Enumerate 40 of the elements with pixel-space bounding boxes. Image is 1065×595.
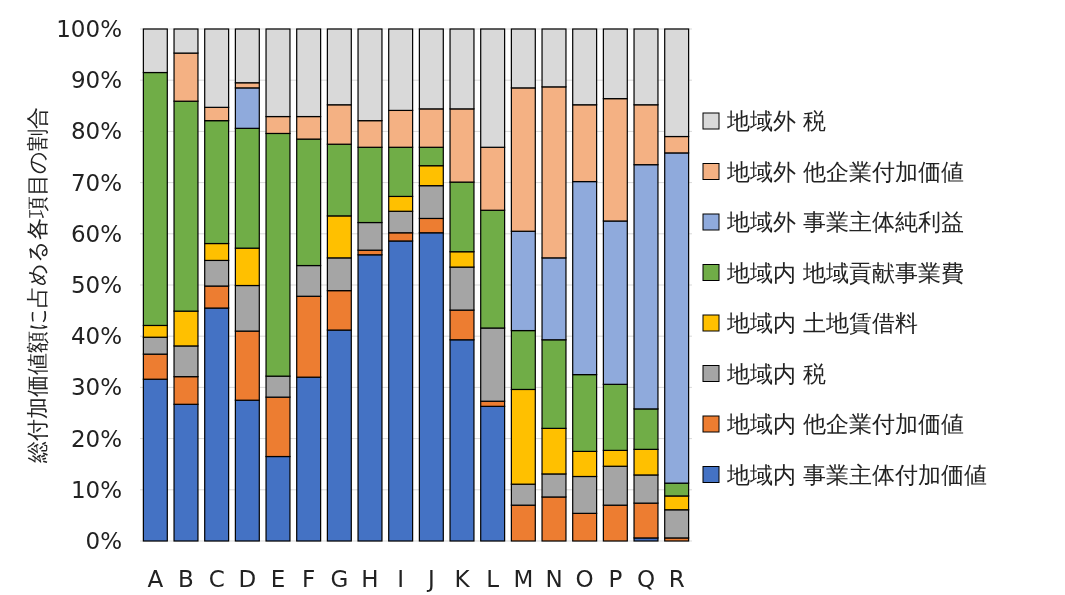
y-tick-label: 50% [70,272,122,298]
x-tick-label: J [425,566,435,592]
y-tick-label: 0% [85,528,122,554]
y-tick-label: 10% [70,476,122,503]
legend-label: 地域内 土地賃借料 [726,310,919,336]
legend-label: 地域内 税 [726,360,827,387]
y-tick-label: 60% [70,220,122,247]
x-tick-label: P [608,566,623,592]
legend-label: 地域外 事業主体純利益 [726,209,965,235]
x-tick-label: H [361,566,379,592]
x-tick-label: N [545,566,563,592]
y-axis-title: 総付加価値額に占める各項目の割合 [25,107,50,464]
legend-label: 地域外 税 [726,108,827,134]
bar [480,405,506,542]
x-tick-label: A [147,566,164,592]
x-tick-label: B [178,566,194,592]
x-tick-label: L [486,566,500,592]
legend-label: 地域外 他企業付加価値 [726,158,965,185]
bar [357,254,383,542]
legend-label: 地域内 地域貢献事業費 [726,259,965,286]
x-tick-label: K [454,566,471,592]
y-tick-label: 80% [70,118,122,145]
y-tick-label: 100% [56,16,122,42]
x-tick-label: O [575,566,594,592]
x-tick-label: F [302,566,316,592]
y-tick-label: 40% [70,323,122,350]
x-tick-label: D [238,566,257,592]
x-tick-label: M [513,566,534,592]
legend-label: 地域内 事業主体付加価値 [726,461,988,488]
x-tick-label: E [270,566,286,592]
x-tick-label: Q [636,566,656,592]
y-tick-label: 70% [70,169,122,196]
x-tick-label: G [330,566,349,592]
x-tick-label: I [397,566,405,592]
y-tick-label: 20% [70,425,122,452]
legend-label: 地域内 他企業付加価値 [726,411,965,437]
x-tick-label: R [668,566,685,592]
y-tick-label: 90% [70,67,122,94]
y-tick-label: 30% [70,374,122,401]
x-tick-label: C [208,566,225,592]
